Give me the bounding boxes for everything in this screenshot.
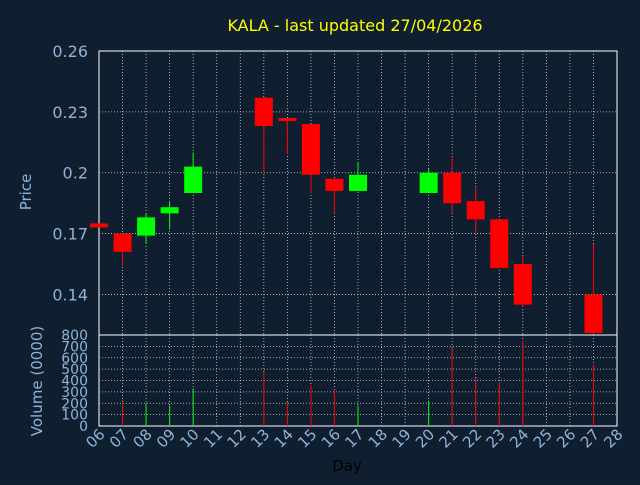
candle-body xyxy=(113,233,132,252)
x-tick-label: 11 xyxy=(200,425,226,451)
volume-tick-label: 0 xyxy=(79,419,88,435)
volume-tick-label: 800 xyxy=(61,328,88,344)
price-axis-label: Price xyxy=(17,174,35,211)
price-tick-label: 0.26 xyxy=(52,42,88,61)
volume-tick-label: 100 xyxy=(61,408,88,424)
volume-tick-label: 300 xyxy=(61,385,88,401)
candle-body xyxy=(349,174,367,191)
candle-body xyxy=(513,264,532,305)
price-panel: 0.26 0.23 0.2 0.17 0.14 xyxy=(52,42,618,336)
x-tick-label: 15 xyxy=(294,425,320,451)
candle-body xyxy=(584,294,603,333)
candle-body xyxy=(325,178,344,191)
x-tick-label: 18 xyxy=(365,425,391,451)
x-tick-label: 14 xyxy=(271,425,297,451)
volume-tick-label: 500 xyxy=(61,362,88,378)
price-tick-label: 0.2 xyxy=(63,164,88,183)
chart-title: KALA - last updated 27/04/2026 xyxy=(227,16,482,35)
x-tick-label: 22 xyxy=(459,425,485,451)
volume-tick-label: 600 xyxy=(61,351,88,367)
candle-body xyxy=(90,223,108,228)
candle-body xyxy=(278,117,297,121)
volume-tick-label: 700 xyxy=(61,339,88,355)
price-tick-label: 0.23 xyxy=(52,103,88,122)
x-tick-label: 08 xyxy=(129,425,155,451)
x-tick-label: 25 xyxy=(530,425,556,451)
x-tick-label: 24 xyxy=(506,425,532,451)
x-tick-label: 27 xyxy=(577,425,603,451)
candle-body xyxy=(160,207,179,214)
candle-body xyxy=(184,166,203,193)
price-tick-label: 0.14 xyxy=(52,285,88,304)
candle-body xyxy=(443,172,462,204)
volume-axis-label: Volume (0000) xyxy=(28,326,46,436)
x-tick-label: 28 xyxy=(600,425,626,451)
candle-body xyxy=(301,124,320,175)
candle-body xyxy=(254,97,273,127)
x-tick-label: 16 xyxy=(318,425,344,451)
x-tick-label: 13 xyxy=(247,425,273,451)
x-tick-label: 12 xyxy=(224,425,250,451)
candle-body xyxy=(490,219,509,269)
x-tick-label: 07 xyxy=(106,425,132,451)
x-axis: 0607080910111213141516171819202122232425… xyxy=(82,425,626,451)
x-axis-label: Day xyxy=(332,457,362,475)
candle-body xyxy=(419,172,438,193)
x-tick-label: 26 xyxy=(553,425,579,451)
x-tick-label: 17 xyxy=(341,425,367,451)
candle-body xyxy=(466,201,485,220)
price-tick-label: 0.17 xyxy=(52,225,88,244)
x-tick-label: 23 xyxy=(483,425,509,451)
x-tick-label: 19 xyxy=(388,425,414,451)
x-tick-label: 20 xyxy=(412,425,438,451)
volume-tick-label: 200 xyxy=(61,396,88,412)
x-tick-label: 21 xyxy=(436,425,462,451)
x-tick-label: 09 xyxy=(153,425,179,451)
x-tick-label: 10 xyxy=(177,425,203,451)
candle-body xyxy=(137,217,156,236)
volume-tick-label: 400 xyxy=(61,374,88,390)
